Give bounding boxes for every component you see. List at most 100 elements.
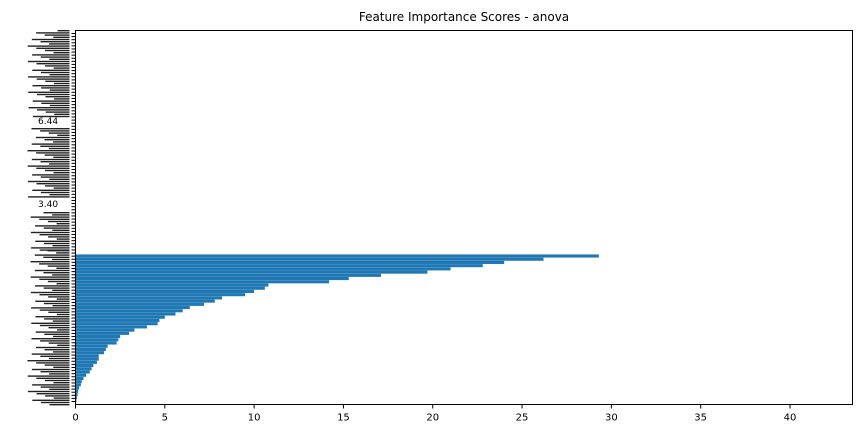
y-label-glyphs	[31, 338, 70, 340]
bar	[75, 383, 81, 387]
y-label-glyphs	[32, 100, 70, 102]
y-label-glyphs	[44, 364, 70, 366]
y-label-glyphs	[40, 130, 70, 132]
y-label-glyphs	[48, 236, 70, 238]
y-label-glyphs	[36, 63, 70, 65]
y-label-glyphs	[53, 172, 70, 174]
bar	[75, 296, 222, 300]
bar	[75, 283, 269, 287]
y-label-glyphs	[52, 335, 70, 338]
y-label-glyphs	[28, 107, 70, 109]
y-label-glyphs	[52, 245, 70, 247]
y-label-glyphs	[52, 274, 70, 276]
bar	[75, 338, 119, 342]
y-label-glyphs	[35, 225, 70, 227]
y-label-glyphs	[53, 366, 70, 368]
y-label-glyphs	[53, 52, 70, 54]
y-label-glyphs	[34, 269, 70, 272]
y-label-glyphs	[27, 375, 70, 377]
y-label-glyphs	[49, 58, 70, 60]
y-label-glyphs	[43, 227, 70, 229]
x-tick-label: 0	[72, 413, 78, 424]
y-label-glyphs	[36, 47, 70, 49]
bar	[75, 302, 205, 306]
y-label-glyphs	[52, 305, 70, 307]
y-label-glyphs	[32, 115, 70, 118]
bar	[75, 341, 117, 345]
bar	[75, 360, 97, 364]
y-label-glyphs	[49, 388, 70, 390]
x-tick-label: 15	[337, 413, 350, 424]
y-label-glyphs	[52, 289, 70, 291]
x-tick-label: 35	[694, 413, 707, 424]
y-label-glyphs	[39, 234, 70, 236]
y-label-glyphs	[49, 373, 70, 375]
y-label-glyphs	[49, 178, 70, 180]
y-label-glyphs	[28, 196, 70, 198]
y-label-glyphs	[48, 311, 70, 313]
y-label-glyphs	[31, 247, 70, 249]
y-label-glyphs	[47, 265, 70, 267]
y-label-glyphs	[49, 89, 70, 91]
y-label-glyphs	[45, 185, 70, 187]
y-label-glyphs	[54, 98, 70, 100]
bar	[75, 315, 165, 319]
y-label-glyphs	[44, 34, 70, 36]
y-label-glyphs	[31, 38, 70, 41]
y-label-glyphs	[36, 93, 70, 96]
y-label-glyphs	[43, 272, 70, 274]
y-label-glyphs	[35, 316, 70, 318]
y-label-glyphs	[52, 214, 70, 216]
bar	[75, 373, 87, 377]
y-label-glyphs	[44, 349, 70, 351]
y-label-glyphs	[44, 318, 70, 320]
y-label-glyphs	[56, 238, 70, 240]
y-label-glyphs	[36, 183, 70, 185]
y-label-glyphs	[53, 36, 70, 38]
y-label-glyphs	[36, 78, 70, 80]
y-label-glyphs	[30, 231, 70, 234]
y-label-glyphs	[45, 111, 70, 113]
y-label-glyphs	[27, 45, 70, 47]
bar	[75, 335, 121, 339]
y-label-glyphs	[52, 229, 70, 231]
y-label-glyphs	[44, 169, 70, 172]
y-label-glyphs	[36, 167, 70, 169]
y-axis-ticks: 6.44 3.40	[27, 30, 76, 406]
bar	[75, 364, 94, 368]
y-label-glyphs	[32, 174, 70, 176]
y-label-glyphs	[41, 102, 70, 104]
bar	[75, 312, 176, 316]
bar	[75, 264, 483, 268]
y-label-glyphs	[35, 331, 70, 333]
bar	[75, 306, 190, 310]
y-label-glyphs	[40, 340, 70, 342]
y-tick-label: 6.44	[38, 117, 58, 127]
bar	[75, 260, 505, 264]
y-label-glyphs	[43, 242, 70, 245]
y-label-glyphs	[27, 150, 70, 152]
y-label-glyphs	[32, 399, 70, 401]
y-label-glyphs	[35, 136, 70, 139]
y-label-glyphs	[45, 65, 70, 67]
bar	[75, 351, 105, 355]
y-label-glyphs	[31, 322, 70, 324]
bar	[75, 254, 599, 258]
y-label-glyphs	[56, 267, 70, 269]
bar	[75, 273, 381, 277]
y-label-glyphs	[51, 258, 70, 261]
y-label-glyphs	[36, 362, 70, 364]
y-label-glyphs	[39, 294, 70, 296]
y-label-glyphs	[40, 145, 70, 147]
x-tick-label: 10	[248, 413, 261, 424]
y-label-glyphs	[52, 320, 70, 322]
y-label-glyphs	[39, 218, 70, 220]
y-label-glyphs	[36, 377, 70, 379]
y-label-glyphs	[32, 85, 70, 87]
y-label-glyphs	[43, 256, 70, 258]
y-label-glyphs	[28, 91, 70, 93]
bar	[75, 357, 99, 361]
bar	[75, 354, 99, 358]
y-label-glyphs	[39, 309, 70, 311]
